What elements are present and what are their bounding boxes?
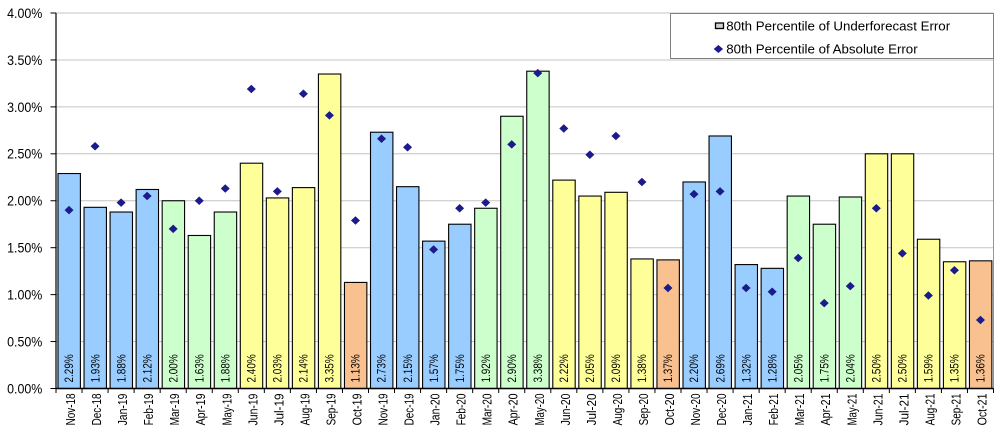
svg-text:Mar-21: Mar-21	[793, 393, 807, 425]
svg-text:2.04%: 2.04%	[843, 354, 857, 382]
svg-text:2.50%: 2.50%	[7, 147, 42, 162]
svg-text:1.63%: 1.63%	[192, 354, 206, 382]
svg-text:Oct-19: Oct-19	[350, 393, 364, 425]
svg-text:Oct-21: Oct-21	[975, 393, 989, 425]
svg-text:1.37%: 1.37%	[661, 354, 675, 382]
svg-text:2.00%: 2.00%	[166, 354, 180, 382]
svg-text:1.88%: 1.88%	[218, 354, 232, 382]
svg-text:1.28%: 1.28%	[765, 354, 779, 382]
svg-text:2.20%: 2.20%	[687, 354, 701, 382]
svg-text:1.59%: 1.59%	[922, 354, 936, 382]
svg-text:2.15%: 2.15%	[401, 354, 415, 382]
svg-text:1.38%: 1.38%	[635, 354, 649, 382]
svg-text:Nov-18: Nov-18	[64, 393, 78, 425]
svg-text:2.50%: 2.50%	[896, 354, 910, 382]
svg-text:1.88%: 1.88%	[114, 354, 128, 382]
svg-text:3.50%: 3.50%	[7, 53, 42, 68]
svg-text:1.57%: 1.57%	[427, 354, 441, 382]
svg-text:Sep-21: Sep-21	[949, 393, 963, 425]
svg-text:1.36%: 1.36%	[974, 354, 988, 382]
svg-text:Feb-19: Feb-19	[142, 393, 156, 425]
svg-text:3.00%: 3.00%	[7, 100, 42, 115]
svg-text:Jul-19: Jul-19	[272, 393, 286, 425]
svg-text:2.90%: 2.90%	[505, 354, 519, 382]
svg-text:Dec-20: Dec-20	[715, 393, 729, 425]
svg-text:1.00%: 1.00%	[7, 288, 42, 303]
svg-text:Feb-21: Feb-21	[767, 393, 781, 425]
svg-text:Jan-19: Jan-19	[116, 393, 130, 425]
svg-text:1.13%: 1.13%	[349, 354, 363, 382]
svg-text:2.50%: 2.50%	[870, 354, 884, 382]
svg-text:2.40%: 2.40%	[245, 354, 259, 382]
svg-text:1.92%: 1.92%	[479, 354, 493, 382]
svg-text:Aug-20: Aug-20	[611, 393, 625, 425]
svg-text:2.09%: 2.09%	[609, 354, 623, 382]
svg-text:1.32%: 1.32%	[739, 354, 753, 382]
svg-text:3.35%: 3.35%	[323, 354, 337, 382]
svg-text:Jan-21: Jan-21	[741, 393, 755, 425]
svg-text:Nov-20: Nov-20	[689, 393, 703, 425]
svg-text:1.50%: 1.50%	[7, 241, 42, 256]
svg-text:2.00%: 2.00%	[7, 194, 42, 209]
svg-text:Nov-19: Nov-19	[377, 393, 391, 425]
svg-text:80th Percentile of Absolute Er: 80th Percentile of Absolute Error	[726, 41, 918, 56]
svg-text:Feb-20: Feb-20	[455, 393, 469, 425]
svg-text:Jan-20: Jan-20	[429, 393, 443, 425]
svg-text:2.73%: 2.73%	[375, 354, 389, 382]
svg-text:May-19: May-19	[220, 393, 234, 425]
svg-text:0.50%: 0.50%	[7, 334, 42, 349]
svg-text:Dec-19: Dec-19	[403, 393, 417, 425]
svg-text:Apr-19: Apr-19	[194, 393, 208, 425]
svg-text:2.12%: 2.12%	[140, 354, 154, 382]
svg-text:Jun-21: Jun-21	[871, 393, 885, 425]
svg-text:2.05%: 2.05%	[583, 354, 597, 382]
svg-text:Jul-21: Jul-21	[897, 393, 911, 425]
svg-text:Mar-19: Mar-19	[168, 393, 182, 425]
svg-text:1.93%: 1.93%	[88, 354, 102, 382]
svg-text:Mar-20: Mar-20	[481, 393, 495, 425]
svg-text:Aug-19: Aug-19	[298, 393, 312, 425]
svg-text:Dec-18: Dec-18	[90, 393, 104, 425]
svg-text:1.75%: 1.75%	[453, 354, 467, 382]
svg-text:Oct-20: Oct-20	[663, 393, 677, 425]
svg-text:4.00%: 4.00%	[7, 6, 42, 21]
svg-text:3.38%: 3.38%	[531, 354, 545, 382]
svg-text:Jul-20: Jul-20	[585, 393, 599, 425]
svg-text:May-21: May-21	[845, 393, 859, 425]
svg-text:2.03%: 2.03%	[271, 354, 285, 382]
svg-text:1.35%: 1.35%	[948, 354, 962, 382]
svg-text:Sep-20: Sep-20	[637, 393, 651, 425]
svg-text:2.14%: 2.14%	[297, 354, 311, 382]
svg-text:0.00%: 0.00%	[7, 381, 42, 396]
svg-text:Sep-19: Sep-19	[324, 393, 338, 425]
svg-text:2.22%: 2.22%	[557, 354, 571, 382]
svg-text:2.05%: 2.05%	[791, 354, 805, 382]
svg-text:Apr-21: Apr-21	[819, 393, 833, 425]
svg-text:Jun-20: Jun-20	[559, 393, 573, 425]
svg-text:Apr-20: Apr-20	[507, 393, 521, 425]
svg-text:Aug-21: Aug-21	[923, 393, 937, 425]
svg-text:Jun-19: Jun-19	[246, 393, 260, 425]
svg-text:May-20: May-20	[533, 393, 547, 425]
svg-text:2.29%: 2.29%	[62, 354, 76, 382]
svg-text:2.69%: 2.69%	[713, 354, 727, 382]
svg-text:80th Percentile of Underforeca: 80th Percentile of Underforecast Error	[726, 18, 951, 33]
svg-text:1.75%: 1.75%	[817, 354, 831, 382]
